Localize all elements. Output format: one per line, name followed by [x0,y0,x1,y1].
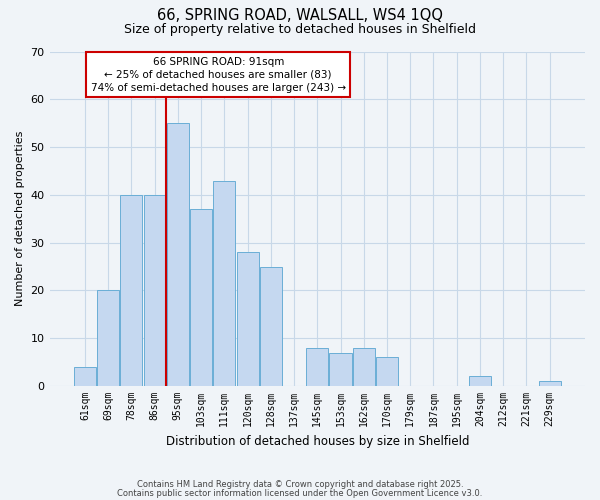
Bar [329,352,352,386]
Bar [469,376,491,386]
Bar [167,123,189,386]
Bar [143,195,166,386]
Text: Contains HM Land Registry data © Crown copyright and database right 2025.: Contains HM Land Registry data © Crown c… [137,480,463,489]
Bar [306,348,328,386]
Text: Size of property relative to detached houses in Shelfield: Size of property relative to detached ho… [124,22,476,36]
X-axis label: Distribution of detached houses by size in Shelfield: Distribution of detached houses by size … [166,434,469,448]
Text: 66 SPRING ROAD: 91sqm
← 25% of detached houses are smaller (83)
74% of semi-deta: 66 SPRING ROAD: 91sqm ← 25% of detached … [91,56,346,93]
Bar [74,367,96,386]
Bar [539,382,560,386]
Bar [260,266,282,386]
Bar [213,180,235,386]
Text: 66, SPRING ROAD, WALSALL, WS4 1QQ: 66, SPRING ROAD, WALSALL, WS4 1QQ [157,8,443,22]
Text: Contains public sector information licensed under the Open Government Licence v3: Contains public sector information licen… [118,488,482,498]
Bar [236,252,259,386]
Bar [97,290,119,386]
Bar [376,358,398,386]
Bar [121,195,142,386]
Y-axis label: Number of detached properties: Number of detached properties [15,131,25,306]
Bar [190,209,212,386]
Bar [353,348,375,386]
